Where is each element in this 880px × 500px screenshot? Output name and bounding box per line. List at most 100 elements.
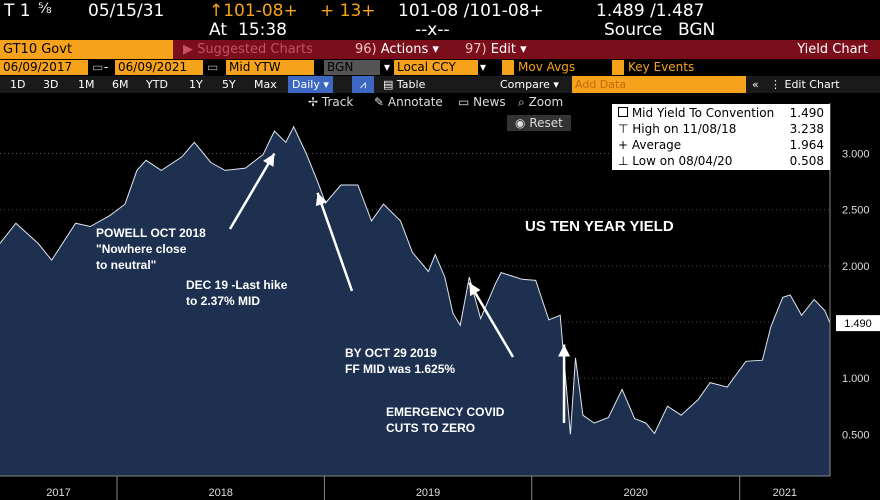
news-icon: ▭ [458, 95, 470, 109]
suggested-charts-label: Suggested Charts [197, 42, 313, 57]
ticker-time-label: At [209, 20, 227, 40]
ticker-source: BGN [678, 20, 716, 40]
annotation-text: CUTS TO ZERO [386, 421, 475, 435]
suggested-charts-button[interactable]: ▶ Suggested Charts [183, 42, 313, 57]
zoom-tool[interactable]: ⌕ Zoom [518, 95, 563, 110]
chart-title: US TEN YEAR YIELD [525, 218, 674, 235]
calendar-icon[interactable]: ▭ [92, 60, 104, 74]
range-1m-button[interactable]: 1M [78, 78, 95, 91]
ticker-time: 15:38 [238, 20, 287, 40]
period-select[interactable]: Daily ▾ [288, 76, 333, 93]
actions-menu[interactable]: 96) Actions ▾ [355, 40, 439, 59]
ticker-source-label: Source [604, 20, 663, 40]
annotation-arrow-head [469, 282, 481, 297]
date-separator: - [104, 60, 109, 74]
x-axis: 2017 2018 2019 2020 2021 [0, 475, 880, 500]
annotation-text: FF MID was 1.625% [345, 362, 455, 376]
zoom-label: Zoom [528, 95, 564, 109]
legend-label: Average [631, 138, 682, 152]
white-square-icon [618, 107, 628, 117]
chevron-down-icon: ▾ [520, 42, 527, 57]
legend-value: 3.238 [789, 122, 824, 136]
y-tick-label: 2.000 [842, 261, 870, 273]
x-tick-label: 2020 [623, 487, 647, 499]
source-field[interactable]: BGN [324, 60, 380, 75]
pencil-icon: ✎ [374, 95, 385, 109]
edit-chart-button[interactable]: ⋮ Edit Chart [770, 78, 840, 91]
chevron-down-icon: ▾ [323, 78, 329, 91]
ticker-bar: T 1 ⅝ 05/15/31 ↑101-08+ + 13+ 101-08 /10… [0, 0, 880, 40]
annotation-arrow-shaft [228, 152, 276, 230]
range-3d-button[interactable]: 3D [43, 78, 59, 91]
y-tick-label: 3.000 [842, 149, 870, 161]
x-tick-label: 2018 [208, 487, 232, 499]
settings-bar: 06/09/2017 ▭ - 06/09/2021 ▭ Mid YTW BGN … [0, 59, 880, 76]
field-select[interactable]: Mid YTW [226, 60, 314, 75]
compare-menu[interactable]: Compare ▾ [500, 76, 559, 93]
track-tool[interactable]: ✢ Track [308, 95, 353, 109]
add-data-input[interactable]: Add Data [572, 76, 746, 93]
chevron-down-icon: ▾ [432, 42, 439, 57]
annotation-arrow-head [315, 192, 328, 207]
range-1d-button[interactable]: 1D [10, 78, 26, 91]
legend-label: Mid Yield To Convention [631, 106, 775, 120]
window-title: Yield Chart [797, 42, 868, 57]
annotation-text: to 2.37% MID [186, 294, 260, 308]
collapse-icon[interactable]: « [752, 78, 759, 91]
news-tool[interactable]: ▭ News [458, 95, 506, 109]
last-value-box [836, 315, 880, 332]
key-events-checkbox[interactable] [612, 60, 624, 75]
reset-button[interactable]: ◉ Reset [507, 115, 571, 131]
calendar-icon[interactable]: ▭ [207, 60, 219, 74]
last-value-marker: 1.490 [836, 315, 880, 332]
range-1y-button[interactable]: 1Y [189, 78, 203, 91]
currency-select[interactable]: Local CCY [394, 60, 478, 75]
annotate-label: Annotate [387, 95, 443, 109]
range-max-button[interactable]: Max [254, 78, 277, 91]
start-date-field[interactable]: 06/09/2017 [0, 60, 88, 75]
period-label: Daily [292, 78, 320, 91]
range-bar: 1D 3D 1M 6M YTD 1Y 5Y Max Daily ▾ ⩘ ▤ Ta… [0, 76, 880, 93]
legend-value: 1.964 [789, 138, 824, 152]
ticker-maturity: 05/15/31 [88, 1, 165, 21]
news-label: News [473, 95, 506, 109]
table-label: Table [396, 78, 426, 91]
x-tick-label: 2021 [773, 487, 797, 499]
last-value-label: 1.490 [844, 318, 872, 330]
legend-row-low: ⊥ Low on 08/04/20 [618, 154, 732, 168]
yield-area [0, 126, 830, 477]
chevron-down-icon[interactable]: ▾ [384, 60, 391, 74]
legend-row-mid[interactable]: Mid Yield To Convention [618, 106, 774, 120]
annotation-arrow-head [263, 153, 275, 167]
legend-label: High on 11/08/18 [632, 122, 737, 136]
menu-bar: GT10 Govt ▶ Suggested Charts 96) Actions… [0, 40, 880, 59]
legend-row-average: + Average [618, 138, 681, 152]
y-tick-label: 0.500 [842, 429, 870, 441]
table-button[interactable]: ▤ Table [383, 78, 426, 91]
chevron-down-icon[interactable]: ▾ [480, 60, 487, 74]
high-marker-icon: ⊤ [618, 122, 629, 136]
legend-row-high: ⊤ High on 11/08/18 [618, 122, 736, 136]
low-marker-icon: ⊥ [618, 154, 629, 168]
annotate-tool[interactable]: ✎ Annotate [374, 95, 443, 109]
x-tick-label: 2019 [416, 487, 440, 499]
range-6m-button[interactable]: 6M [112, 78, 129, 91]
y-tick-label: 1.000 [842, 373, 870, 385]
mov-avgs-checkbox[interactable] [502, 60, 514, 75]
key-events-label: Key Events [628, 60, 695, 74]
edit-menu[interactable]: 97) Edit ▾ [465, 40, 527, 59]
range-5y-button[interactable]: 5Y [222, 78, 236, 91]
ticker-size: --x-- [415, 20, 450, 40]
chart-type-icon[interactable]: ⩘ [352, 76, 374, 93]
annotation-text: "Nowhere close [96, 242, 187, 256]
ticker-bid-ask: 101-08 /101-08+ [398, 1, 544, 21]
legend-panel: Mid Yield To Convention 1.490 ⊤ High on … [612, 104, 830, 170]
ticker-coupon-fraction: ⅝ [38, 1, 52, 17]
edit-label: Edit [490, 42, 516, 57]
security-field[interactable]: GT10 Govt [0, 40, 173, 59]
track-label: Track [321, 95, 354, 109]
mov-avgs-label: Mov Avgs [518, 60, 576, 74]
compare-label: Compare [500, 78, 550, 91]
range-ytd-button[interactable]: YTD [146, 78, 168, 91]
end-date-field[interactable]: 06/09/2021 [115, 60, 203, 75]
